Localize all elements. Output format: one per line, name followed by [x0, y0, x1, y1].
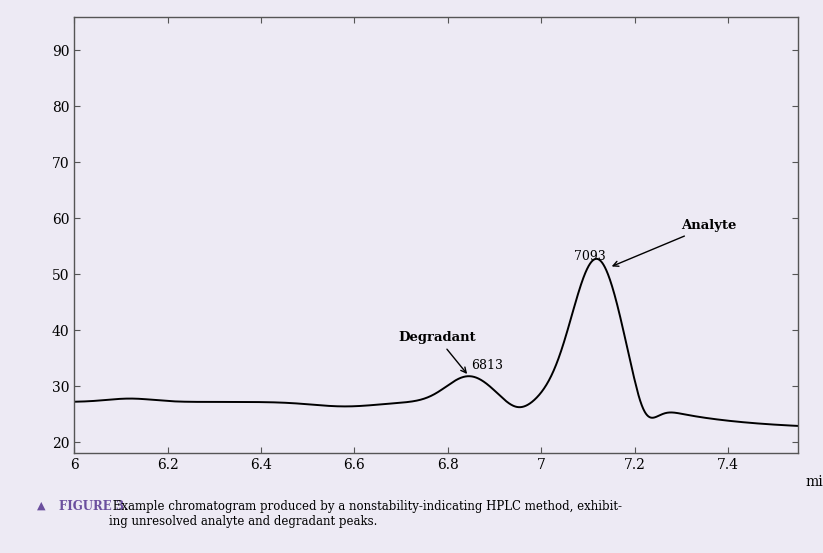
Text: 6813: 6813	[472, 359, 503, 372]
Text: FIGURE 3.: FIGURE 3.	[59, 500, 128, 514]
Text: ▲: ▲	[37, 500, 45, 510]
Text: min: min	[806, 476, 823, 489]
Text: 7093: 7093	[574, 250, 606, 263]
Text: Example chromatogram produced by a nonstability-indicating HPLC method, exhibit-: Example chromatogram produced by a nonst…	[109, 500, 622, 529]
Text: Degradant: Degradant	[399, 331, 477, 373]
Text: Analyte: Analyte	[613, 219, 737, 266]
